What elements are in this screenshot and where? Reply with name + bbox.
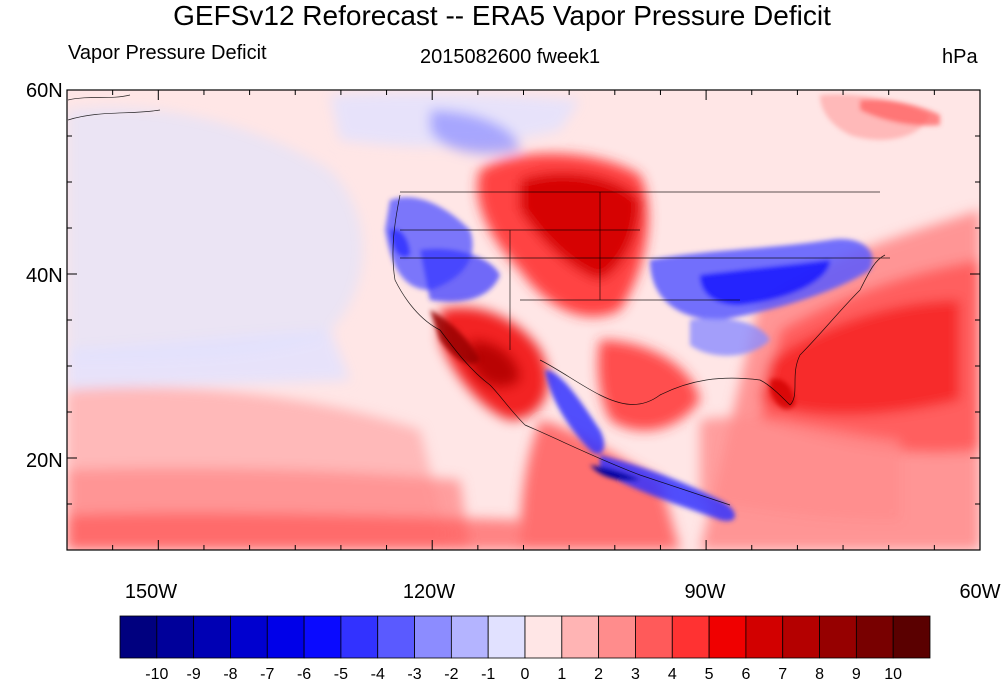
colorbar-box bbox=[708, 615, 747, 659]
colorbar-box bbox=[266, 615, 305, 659]
colorbar-label: -4 bbox=[371, 666, 385, 683]
colorbar-box bbox=[450, 615, 489, 659]
coastlines bbox=[67, 94, 890, 506]
colorbar-box bbox=[782, 615, 820, 659]
variable-label: Vapor Pressure Deficit bbox=[68, 42, 267, 64]
colorbar-box bbox=[414, 615, 452, 659]
colorbar-label: -3 bbox=[407, 666, 421, 683]
colorbar-box bbox=[635, 615, 673, 659]
vpd-field bbox=[67, 90, 980, 550]
colorbar-labels: -10 -9 -8 -7 -6 -5 -4 -3 -2 -1 0 1 2 3 4 5 6 7 8 9 10 bbox=[145, 666, 902, 683]
colorbar-box bbox=[377, 615, 415, 659]
date-label: 2015082600 fweek1 bbox=[420, 46, 601, 68]
colorbar-label: 10 bbox=[884, 666, 902, 683]
colorbar-label: -5 bbox=[334, 666, 348, 683]
colorbar-label: -7 bbox=[260, 666, 274, 683]
units-label: hPa bbox=[942, 46, 978, 68]
colorbar-box bbox=[855, 615, 894, 659]
lat-label-40n: 40N bbox=[26, 265, 63, 287]
axis-ticks bbox=[66, 89, 981, 551]
colorbar-box bbox=[230, 615, 268, 659]
colorbar-box bbox=[303, 615, 342, 659]
colorbar-label: 2 bbox=[594, 666, 603, 683]
lon-label-60w: 60W bbox=[959, 581, 1000, 603]
colorbar-box bbox=[119, 615, 158, 659]
lon-label-150w: 150W bbox=[125, 581, 177, 603]
colorbar-label: -2 bbox=[444, 666, 458, 683]
colorbar-label: 4 bbox=[668, 666, 677, 683]
colorbar-box bbox=[561, 615, 600, 659]
lat-label-20n: 20N bbox=[26, 450, 63, 472]
lat-label-60n: 60N bbox=[26, 80, 63, 102]
colorbar-label: 0 bbox=[521, 666, 530, 683]
colorbar-box bbox=[340, 615, 379, 659]
colorbar-label: 5 bbox=[705, 666, 714, 683]
colorbar-box bbox=[819, 615, 857, 659]
lon-label-90w: 90W bbox=[684, 581, 725, 603]
colorbar-label: 8 bbox=[815, 666, 824, 683]
colorbar-label: -1 bbox=[481, 666, 495, 683]
colorbar bbox=[119, 615, 931, 659]
lon-label-120w: 120W bbox=[403, 581, 455, 603]
colorbar-label: -6 bbox=[297, 666, 311, 683]
colorbar-box bbox=[671, 615, 710, 659]
colorbar-label: 6 bbox=[741, 666, 750, 683]
colorbar-box bbox=[892, 615, 931, 659]
colorbar-box bbox=[745, 615, 784, 659]
colorbar-box bbox=[598, 615, 636, 659]
colorbar-label: -8 bbox=[223, 666, 237, 683]
colorbar-box bbox=[156, 615, 195, 659]
colorbar-label: 9 bbox=[852, 666, 861, 683]
colorbar-label: -10 bbox=[145, 666, 168, 683]
colorbar-box bbox=[487, 615, 526, 659]
colorbar-box bbox=[193, 615, 231, 659]
colorbar-label: 3 bbox=[631, 666, 640, 683]
colorbar-label: 1 bbox=[557, 666, 566, 683]
plot-title: GEFSv12 Reforecast -- ERA5 Vapor Pressur… bbox=[173, 0, 831, 31]
colorbar-label: -9 bbox=[187, 666, 201, 683]
colorbar-label: 7 bbox=[778, 666, 787, 683]
colorbar-box bbox=[524, 615, 563, 659]
